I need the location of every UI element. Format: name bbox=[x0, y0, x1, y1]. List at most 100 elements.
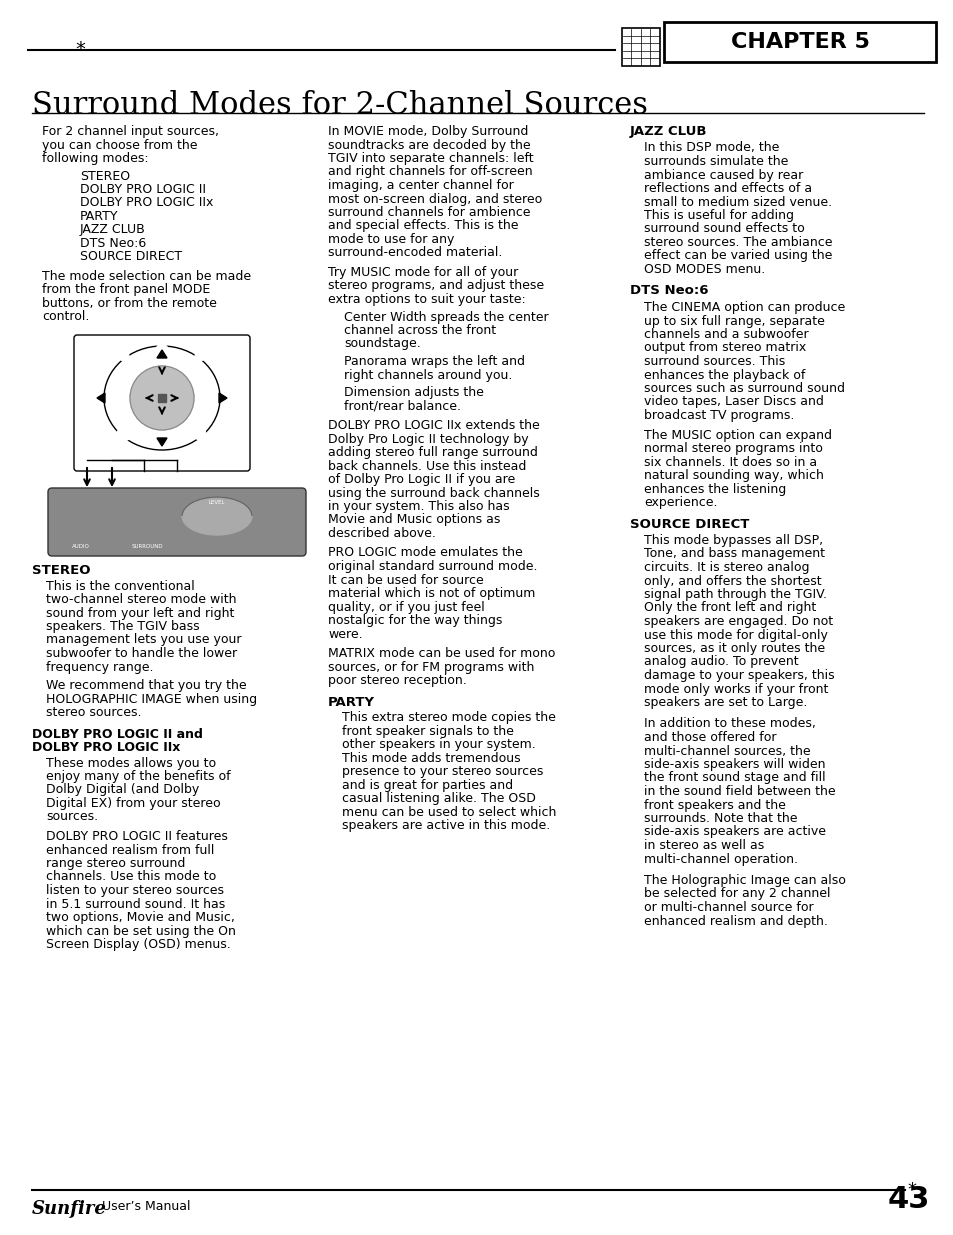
Text: SURROUND: SURROUND bbox=[132, 543, 164, 550]
Text: damage to your speakers, this: damage to your speakers, this bbox=[643, 669, 834, 682]
Text: soundtracks are decoded by the: soundtracks are decoded by the bbox=[328, 138, 530, 152]
Text: Dimension adjusts the: Dimension adjusts the bbox=[344, 387, 483, 399]
Text: In addition to these modes,: In addition to these modes, bbox=[643, 718, 815, 730]
Text: DOLBY PRO LOGIC II and: DOLBY PRO LOGIC II and bbox=[32, 727, 203, 741]
Circle shape bbox=[194, 351, 205, 361]
Text: enhanced realism and depth.: enhanced realism and depth. bbox=[643, 914, 827, 927]
Text: multi-channel operation.: multi-channel operation. bbox=[643, 852, 797, 866]
Text: TGIV into separate channels: left: TGIV into separate channels: left bbox=[328, 152, 533, 165]
Text: of Dolby Pro Logic II if you are: of Dolby Pro Logic II if you are bbox=[328, 473, 515, 487]
Text: DOLBY PRO LOGIC IIx: DOLBY PRO LOGIC IIx bbox=[32, 741, 180, 755]
Text: The Holographic Image can also: The Holographic Image can also bbox=[643, 874, 845, 887]
Text: or multi-channel source for: or multi-channel source for bbox=[643, 902, 813, 914]
Text: video tapes, Laser Discs and: video tapes, Laser Discs and bbox=[643, 395, 823, 409]
Text: frequency range.: frequency range. bbox=[46, 661, 153, 673]
Text: were.: were. bbox=[328, 627, 362, 641]
Text: It can be used for source: It can be used for source bbox=[328, 573, 483, 587]
Text: DOLBY PRO LOGIC II: DOLBY PRO LOGIC II bbox=[80, 183, 206, 196]
Text: signal path through the TGIV.: signal path through the TGIV. bbox=[643, 588, 826, 601]
Text: AUDIO: AUDIO bbox=[71, 543, 90, 550]
Text: In MOVIE mode, Dolby Surround: In MOVIE mode, Dolby Surround bbox=[328, 125, 528, 138]
Text: STEREO: STEREO bbox=[32, 564, 91, 577]
Text: enjoy many of the benefits of: enjoy many of the benefits of bbox=[46, 769, 231, 783]
Text: extra options to suit your taste:: extra options to suit your taste: bbox=[328, 293, 525, 306]
Text: surround sound effects to: surround sound effects to bbox=[643, 222, 804, 236]
Text: management lets you use your: management lets you use your bbox=[46, 634, 241, 646]
FancyBboxPatch shape bbox=[74, 335, 250, 471]
Text: only, and offers the shortest: only, and offers the shortest bbox=[643, 574, 821, 588]
Text: SOURCE DIRECT: SOURCE DIRECT bbox=[80, 251, 182, 263]
Text: imaging, a center channel for: imaging, a center channel for bbox=[328, 179, 514, 191]
Circle shape bbox=[156, 345, 168, 356]
Text: PARTY: PARTY bbox=[328, 695, 375, 709]
Text: speakers. The TGIV bass: speakers. The TGIV bass bbox=[46, 620, 199, 634]
Text: in stereo as well as: in stereo as well as bbox=[643, 839, 763, 852]
Text: Try MUSIC mode for all of your: Try MUSIC mode for all of your bbox=[328, 266, 517, 279]
Text: The mode selection can be made: The mode selection can be made bbox=[42, 270, 251, 283]
Text: stereo programs, and adjust these: stereo programs, and adjust these bbox=[328, 279, 543, 293]
Text: Tone, and bass management: Tone, and bass management bbox=[643, 547, 824, 561]
Text: stereo sources.: stereo sources. bbox=[46, 706, 141, 719]
Text: material which is not of optimum: material which is not of optimum bbox=[328, 587, 535, 600]
Text: JAZZ CLUB: JAZZ CLUB bbox=[80, 224, 146, 236]
Text: subwoofer to handle the lower: subwoofer to handle the lower bbox=[46, 647, 237, 659]
Text: two-channel stereo mode with: two-channel stereo mode with bbox=[46, 593, 236, 606]
Text: using the surround back channels: using the surround back channels bbox=[328, 487, 539, 499]
Text: SOURCE DIRECT: SOURCE DIRECT bbox=[629, 517, 749, 531]
Text: original standard surround mode.: original standard surround mode. bbox=[328, 559, 537, 573]
Text: Dolby Pro Logic II technology by: Dolby Pro Logic II technology by bbox=[328, 432, 528, 446]
Text: PRO LOGIC mode emulates the: PRO LOGIC mode emulates the bbox=[328, 547, 522, 559]
Text: sources, as it only routes the: sources, as it only routes the bbox=[643, 642, 824, 655]
Text: and special effects. This is the: and special effects. This is the bbox=[328, 220, 518, 232]
Text: right channels around you.: right channels around you. bbox=[344, 368, 512, 382]
Text: 43: 43 bbox=[886, 1186, 929, 1214]
Text: back channels. Use this instead: back channels. Use this instead bbox=[328, 459, 526, 473]
Text: multi-channel sources, the: multi-channel sources, the bbox=[643, 745, 810, 757]
Polygon shape bbox=[219, 393, 227, 403]
Text: side-axis speakers will widen: side-axis speakers will widen bbox=[643, 758, 824, 771]
Text: DOLBY PRO LOGIC II features: DOLBY PRO LOGIC II features bbox=[46, 830, 228, 844]
Text: casual listening alike. The OSD: casual listening alike. The OSD bbox=[341, 792, 536, 805]
Text: This extra stereo mode copies the: This extra stereo mode copies the bbox=[341, 711, 556, 724]
Text: presence to your stereo sources: presence to your stereo sources bbox=[341, 764, 543, 778]
Text: mode only works if your front: mode only works if your front bbox=[643, 683, 827, 695]
Text: stereo sources. The ambiance: stereo sources. The ambiance bbox=[643, 236, 832, 249]
Circle shape bbox=[156, 432, 168, 445]
Text: which can be set using the On: which can be set using the On bbox=[46, 925, 235, 937]
Text: you can choose from the: you can choose from the bbox=[42, 138, 197, 152]
Text: and those offered for: and those offered for bbox=[643, 731, 776, 743]
Text: PARTY: PARTY bbox=[80, 210, 118, 224]
Bar bbox=[621, 28, 659, 65]
Text: enhances the listening: enhances the listening bbox=[643, 483, 785, 495]
Polygon shape bbox=[97, 393, 105, 403]
Circle shape bbox=[193, 429, 206, 440]
Text: The MUSIC option can expand: The MUSIC option can expand bbox=[643, 429, 831, 441]
Text: in 5.1 surround sound. It has: in 5.1 surround sound. It has bbox=[46, 898, 225, 910]
Text: two options, Movie and Music,: two options, Movie and Music, bbox=[46, 911, 234, 924]
Text: listen to your stereo sources: listen to your stereo sources bbox=[46, 884, 224, 897]
Text: This mode adds tremendous: This mode adds tremendous bbox=[341, 752, 520, 764]
Text: and right channels for off-screen: and right channels for off-screen bbox=[328, 165, 532, 179]
Text: output from stereo matrix: output from stereo matrix bbox=[643, 342, 805, 354]
Text: In this DSP mode, the: In this DSP mode, the bbox=[643, 142, 779, 154]
Text: *: * bbox=[906, 1181, 916, 1199]
Text: JAZZ CLUB: JAZZ CLUB bbox=[629, 125, 707, 138]
Text: sources.: sources. bbox=[46, 810, 98, 824]
Text: described above.: described above. bbox=[328, 527, 436, 540]
Text: nostalgic for the way things: nostalgic for the way things bbox=[328, 614, 502, 627]
Text: front speaker signals to the: front speaker signals to the bbox=[341, 725, 514, 737]
Text: STEREO: STEREO bbox=[80, 169, 130, 183]
Text: Movie and Music options as: Movie and Music options as bbox=[328, 514, 500, 526]
Text: This is useful for adding: This is useful for adding bbox=[643, 209, 793, 222]
Text: *: * bbox=[75, 41, 85, 59]
Text: HOLOGRAPHIC IMAGE when using: HOLOGRAPHIC IMAGE when using bbox=[46, 693, 257, 705]
Text: and is great for parties and: and is great for parties and bbox=[341, 778, 513, 792]
Text: DTS Neo:6: DTS Neo:6 bbox=[629, 284, 708, 298]
Text: CHAPTER 5: CHAPTER 5 bbox=[730, 32, 868, 52]
Text: mode to use for any: mode to use for any bbox=[328, 233, 454, 246]
Text: enhances the playback of: enhances the playback of bbox=[643, 368, 804, 382]
Text: menu can be used to select which: menu can be used to select which bbox=[341, 805, 556, 819]
Text: natural sounding way, which: natural sounding way, which bbox=[643, 469, 823, 482]
Text: sources, or for FM programs with: sources, or for FM programs with bbox=[328, 661, 534, 673]
Circle shape bbox=[130, 366, 193, 430]
